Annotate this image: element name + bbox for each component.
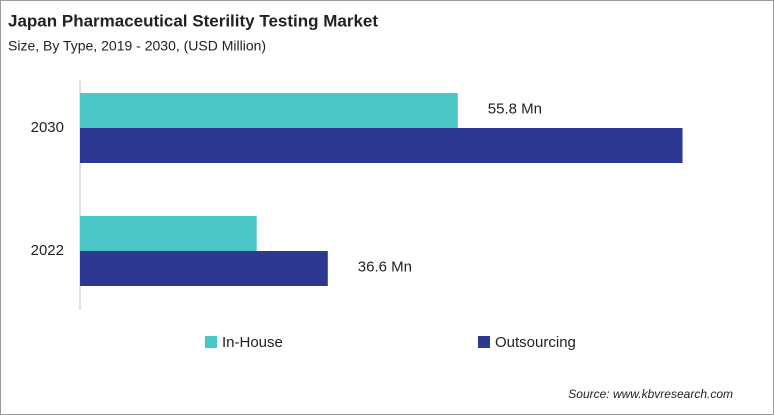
y-tick-label: 2022	[31, 242, 64, 259]
legend-swatch	[205, 336, 217, 348]
value-label: 55.8 Mn	[488, 100, 542, 117]
y-tick-label: 2030	[31, 119, 64, 136]
chart-subtitle: Size, By Type, 2019 - 2030, (USD Million…	[8, 38, 266, 54]
value-label: 36.6 Mn	[358, 258, 412, 275]
bar	[80, 251, 328, 286]
legend-swatch	[478, 336, 490, 348]
legend-label: In-House	[222, 334, 283, 351]
chart-title: Japan Pharmaceutical Sterility Testing M…	[8, 11, 378, 30]
bar	[80, 93, 458, 128]
legend-label: Outsourcing	[495, 334, 576, 351]
bar	[80, 128, 683, 163]
bar	[80, 216, 257, 251]
source: Source: www.kbvresearch.com	[568, 387, 733, 401]
